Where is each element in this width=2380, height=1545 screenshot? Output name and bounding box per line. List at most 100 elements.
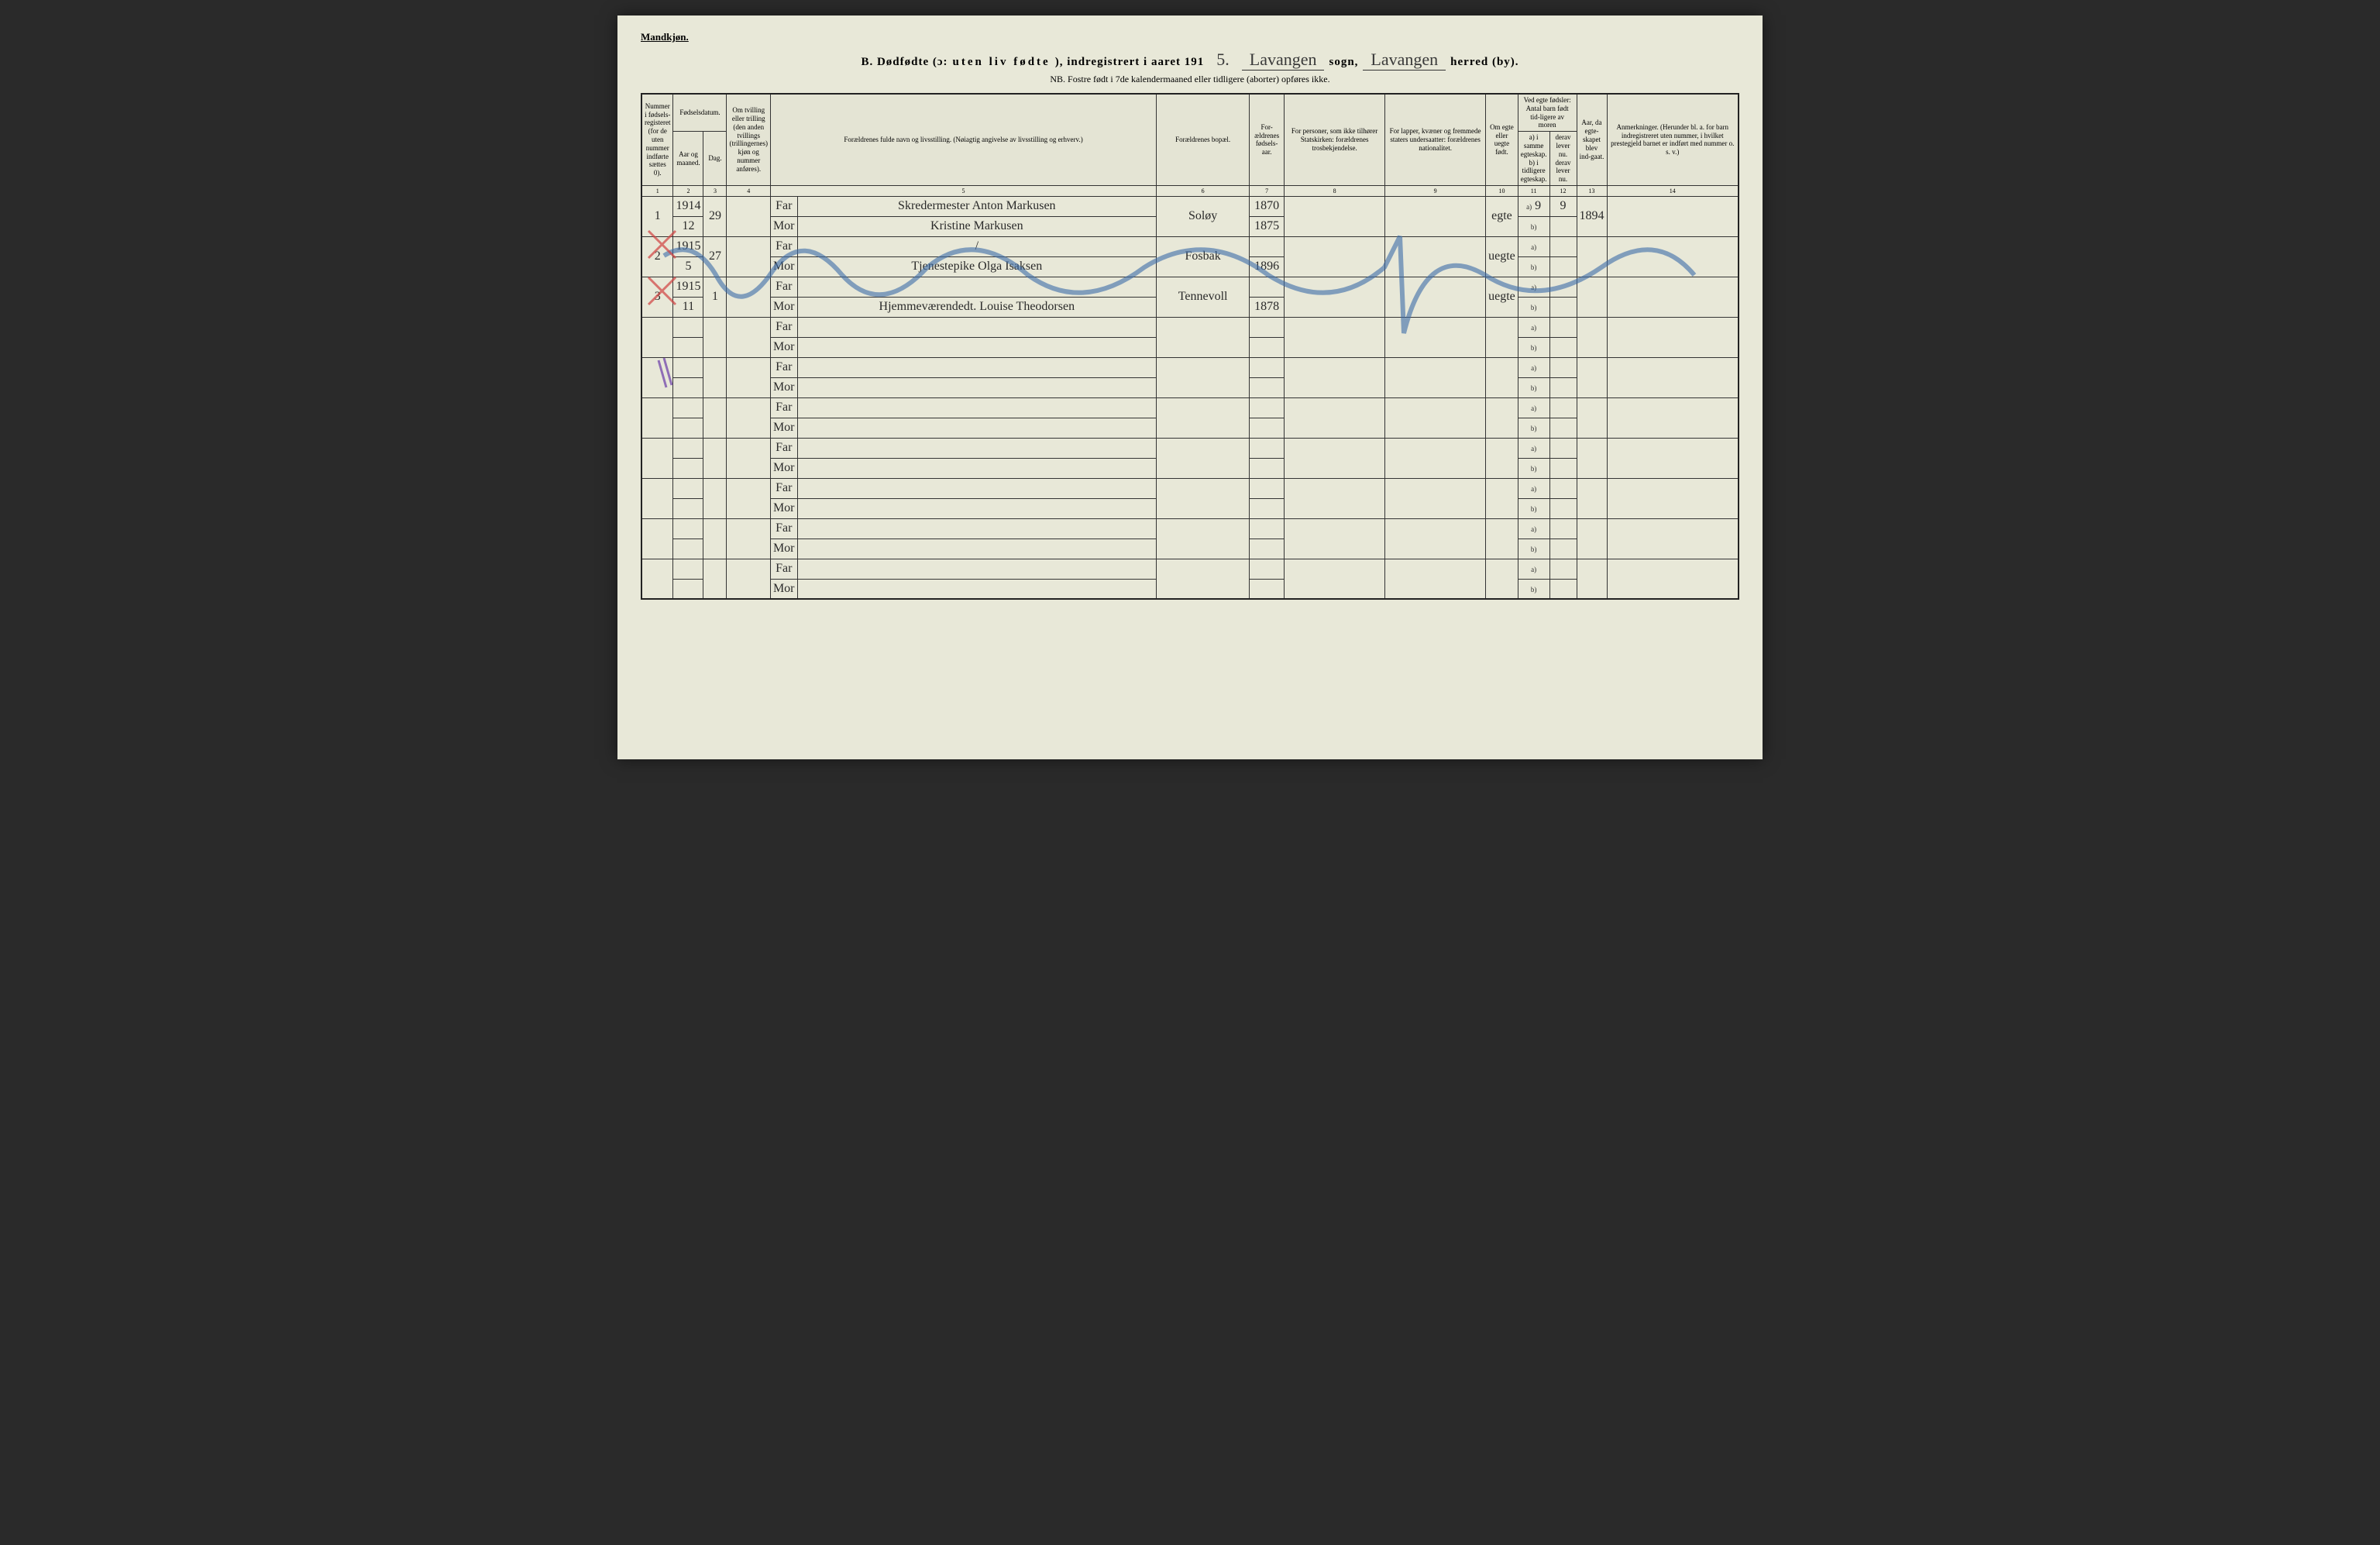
cell-twin	[727, 518, 770, 559]
cell-derav-b	[1549, 539, 1577, 559]
cell-day	[703, 438, 727, 478]
cell-far-year: 1870	[1250, 196, 1285, 216]
cell-marriage-year	[1577, 236, 1607, 277]
parish-name: Lavangen	[1242, 50, 1325, 71]
cell-twin	[727, 277, 770, 317]
far-label: Far	[770, 397, 797, 418]
cell-b: b)	[1518, 579, 1549, 599]
cell-egte	[1486, 438, 1518, 478]
cell-remarks	[1607, 438, 1739, 478]
col-11b: derav lever nu.	[1553, 159, 1574, 184]
entry-row-far: Fara)	[641, 357, 1739, 377]
cell-day	[703, 357, 727, 397]
table-header: Nummer i fødsels-registeret (for de uten…	[641, 94, 1739, 196]
far-label: Far	[770, 478, 797, 498]
col-10b: b) i tidligere egteskap.	[1521, 159, 1547, 184]
cell-residence	[1157, 317, 1250, 357]
cell-mor-name	[797, 498, 1157, 518]
cell-twin	[727, 196, 770, 236]
cell-year	[673, 478, 703, 498]
cell-remarks	[1607, 397, 1739, 438]
cell-residence	[1157, 397, 1250, 438]
colnum: 13	[1577, 185, 1607, 196]
cell-num	[641, 397, 673, 438]
cell-derav-a	[1549, 236, 1577, 256]
cell-derav-b	[1549, 498, 1577, 518]
far-label: Far	[770, 518, 797, 539]
cell-far-year	[1250, 397, 1285, 418]
far-label: Far	[770, 277, 797, 297]
cell-mor-year: 1878	[1250, 297, 1285, 317]
cell-b: b)	[1518, 418, 1549, 438]
cell-far-name	[797, 438, 1157, 458]
cell-far-year	[1250, 277, 1285, 297]
cell-far-name	[797, 357, 1157, 377]
colnum: 8	[1285, 185, 1385, 196]
col-10a: a) i samme egteskap.	[1521, 133, 1547, 158]
cell-mor-year	[1250, 418, 1285, 438]
entry-row-far: Fara)	[641, 478, 1739, 498]
cell-year	[673, 518, 703, 539]
herred-label: herred (by).	[1450, 56, 1518, 69]
cell-religion	[1285, 478, 1385, 518]
col-parents: Forældrenes fulde navn og livsstilling. …	[770, 94, 1156, 185]
cell-nationality	[1385, 438, 1486, 478]
cell-derav-b	[1549, 377, 1577, 397]
cell-month	[673, 377, 703, 397]
cell-twin	[727, 317, 770, 357]
colnum: 14	[1607, 185, 1739, 196]
cell-residence: Fosbak	[1157, 236, 1250, 277]
cell-remarks	[1607, 518, 1739, 559]
cell-num	[641, 478, 673, 518]
cell-nationality	[1385, 357, 1486, 397]
cell-marriage-year	[1577, 317, 1607, 357]
cell-far-name: /	[797, 236, 1157, 256]
cell-b: b)	[1518, 539, 1549, 559]
cell-day	[703, 478, 727, 518]
cell-remarks	[1607, 559, 1739, 599]
title-prefix: B. Dødfødte (ɔ:	[861, 56, 948, 69]
cell-nationality	[1385, 196, 1486, 236]
far-label: Far	[770, 559, 797, 579]
entry-row-far: Fara)	[641, 518, 1739, 539]
cell-b: b)	[1518, 297, 1549, 317]
col-marriage-year: Aar, da egte-skapet blev ind-gaat.	[1577, 94, 1607, 185]
entry-row-far: 1191429FarSkredermester Anton MarkusenSo…	[641, 196, 1739, 216]
cell-derav-b	[1549, 458, 1577, 478]
cell-egte	[1486, 518, 1518, 559]
cell-religion	[1285, 518, 1385, 559]
cell-day	[703, 397, 727, 438]
col-year-month: Aar og maaned.	[673, 132, 703, 186]
cell-far-name	[797, 559, 1157, 579]
cell-religion	[1285, 196, 1385, 236]
cell-residence	[1157, 559, 1250, 599]
cell-far-year	[1250, 236, 1285, 256]
cell-egte	[1486, 559, 1518, 599]
colnum: 6	[1157, 185, 1250, 196]
cell-day: 27	[703, 236, 727, 277]
col-religion: For personer, som ikke tilhører Statskir…	[1285, 94, 1385, 185]
cell-residence	[1157, 357, 1250, 397]
cell-day: 1	[703, 277, 727, 317]
cell-far-year	[1250, 518, 1285, 539]
sogn-label: sogn,	[1329, 56, 1358, 69]
cell-religion	[1285, 236, 1385, 277]
cell-year: 1914	[673, 196, 703, 216]
mor-label: Mor	[770, 337, 797, 357]
cell-derav-a	[1549, 277, 1577, 297]
cell-num	[641, 559, 673, 599]
cell-mor-name	[797, 377, 1157, 397]
cell-month	[673, 498, 703, 518]
cell-remarks	[1607, 196, 1739, 236]
cell-mor-name	[797, 579, 1157, 599]
cell-day	[703, 317, 727, 357]
cell-twin	[727, 236, 770, 277]
cell-mor-name	[797, 458, 1157, 478]
colnum: 9	[1385, 185, 1486, 196]
cell-derav-b	[1549, 337, 1577, 357]
colnum: 5	[770, 185, 1156, 196]
cell-religion	[1285, 559, 1385, 599]
cell-derav-a	[1549, 559, 1577, 579]
col-day: Dag.	[703, 132, 727, 186]
cell-year	[673, 397, 703, 418]
